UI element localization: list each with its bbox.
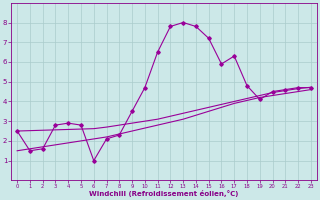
X-axis label: Windchill (Refroidissement éolien,°C): Windchill (Refroidissement éolien,°C) xyxy=(89,190,239,197)
